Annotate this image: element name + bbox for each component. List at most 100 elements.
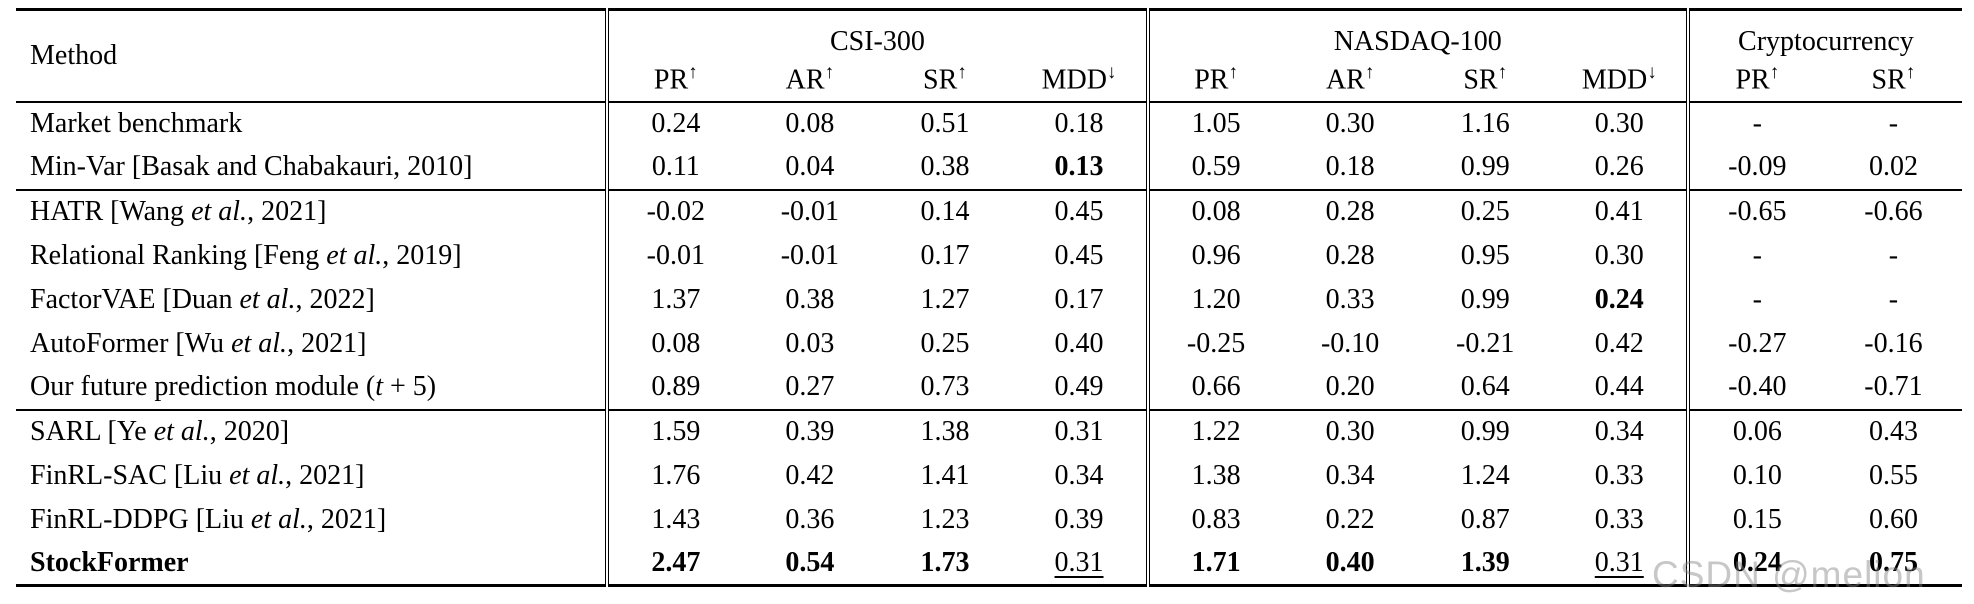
value-cell: - xyxy=(1685,101,1825,146)
value-cell: 0.25 xyxy=(1417,188,1553,234)
table-row: FinRL-DDPG [Liu et al., 2021] 1.43 0.36 1.2… xyxy=(16,497,1962,542)
method-label-italic: et al. xyxy=(239,283,296,315)
method-label: , 2020] xyxy=(209,416,290,447)
method-cell: FinRL-SAC [Liu et al., 2021] xyxy=(16,454,607,498)
method-label: FinRL-DDPG [Liu xyxy=(30,503,251,535)
value-cell: 0.30 xyxy=(1594,108,1644,139)
col-header-nasdaq100-ar: AR↑ xyxy=(1325,62,1375,96)
value-cell: 0.33 xyxy=(1594,459,1644,491)
value-cell: 0.42 xyxy=(785,459,835,491)
method-label: SARL [Ye xyxy=(30,416,154,447)
value-cell: 0.08 xyxy=(1145,188,1283,234)
value-cell: 1.38 xyxy=(1145,453,1283,498)
method-label: , 2021] xyxy=(247,196,327,227)
table-header: Method CSI-300 NASDAQ-100 Cryptocurrency… xyxy=(16,9,1962,102)
value-cell: 0.25 xyxy=(920,327,970,359)
value-cell: 2.47 xyxy=(605,541,743,586)
table-row: AutoFormer [Wu et al., 2021] 0.08 0.03 0.25… xyxy=(16,321,1962,366)
up-arrow-icon: ↑ xyxy=(1364,62,1375,84)
value-cell: 0.24 xyxy=(1594,283,1644,315)
value-cell: 0.18 xyxy=(1325,151,1375,182)
value-cell: 0.28 xyxy=(1325,239,1375,271)
value-cell: -0.01 xyxy=(742,188,878,234)
method-cell: SARL [Ye et al., 2020] xyxy=(16,408,608,454)
col-header-csi300-sr: SR↑ xyxy=(923,62,967,96)
value-cell: 0.38 xyxy=(920,151,970,182)
value-cell: 1.41 xyxy=(920,459,970,491)
value-cell: -0.71 xyxy=(1864,371,1923,402)
value-cell: 0.43 xyxy=(1824,408,1962,454)
method-label: StockFormer xyxy=(30,546,189,578)
value-cell: 1.59 xyxy=(605,408,743,454)
value-cell: 0.99 xyxy=(1417,408,1553,454)
method-label: Min-Var [Basak and Chabakauri, 2010] xyxy=(30,151,473,182)
col-header-cryptocurrency-pr: PR↑ xyxy=(1685,57,1825,102)
method-cell: AutoFormer [Wu et al., 2021] xyxy=(16,322,607,366)
method-label-italic: et al. xyxy=(231,327,288,359)
col-header-nasdaq100-pr: PR↑ xyxy=(1145,57,1283,102)
col-header-nasdaq100-mdd: MDD↓ xyxy=(1581,62,1657,96)
table-body: Market benchmark 0.24 0.08 0.51 0.18 1.05 0.30… xyxy=(16,101,1962,586)
table-row: Market benchmark 0.24 0.08 0.51 0.18 1.05 0.30… xyxy=(16,101,1962,146)
value-cell: 1.73 xyxy=(920,546,970,578)
value-cell: 0.18 xyxy=(1054,108,1104,139)
paper-table-page: Method CSI-300 NASDAQ-100 Cryptocurrency… xyxy=(0,8,1974,604)
up-arrow-icon: ↑ xyxy=(688,62,698,84)
value-cell: 0.38 xyxy=(785,283,835,315)
value-cell: 0.59 xyxy=(1145,145,1283,190)
value-cell: 0.41 xyxy=(1552,188,1688,234)
value-cell: 0.39 xyxy=(1054,503,1104,535)
value-cell: 0.42 xyxy=(1594,327,1644,359)
method-label: AutoFormer [Wu xyxy=(30,327,232,359)
value-cell: 0.40 xyxy=(1054,327,1104,359)
value-cell: 0.03 xyxy=(785,327,835,359)
value-cell: -0.25 xyxy=(1145,321,1283,366)
value-cell: 1.16 xyxy=(1460,108,1510,139)
value-cell: 0.11 xyxy=(605,145,743,190)
value-cell: 0.60 xyxy=(1868,503,1918,535)
col-header-cryptocurrency-sr: SR↑ xyxy=(1871,62,1916,96)
method-label: FinRL-SAC [Liu xyxy=(30,459,230,491)
value-cell: 0.51 xyxy=(920,108,970,139)
value-cell: 1.76 xyxy=(605,453,743,498)
table-row: FinRL-SAC [Liu et al., 2021] 1.76 0.42 1.41… xyxy=(16,453,1962,498)
value-cell: 0.10 xyxy=(1685,453,1825,498)
value-cell: 0.99 xyxy=(1460,151,1510,182)
value-cell: 1.43 xyxy=(605,497,743,542)
table-row: StockFormer 2.47 0.54 1.73 0.31 1.71 0.40 1.39 0… xyxy=(16,541,1962,586)
value-cell: 1.22 xyxy=(1145,408,1283,454)
value-cell: -0.21 xyxy=(1456,327,1515,359)
value-cell: 0.73 xyxy=(920,371,970,402)
method-cell: Our future prediction module (t + 5) xyxy=(16,366,607,410)
col-header-csi300-ar: AR↑ xyxy=(785,62,835,96)
value-cell: -0.10 xyxy=(1320,327,1380,359)
value-cell: 0.89 xyxy=(605,365,743,410)
method-label: , 2021] xyxy=(285,459,365,491)
method-label: , 2019] xyxy=(382,239,462,271)
method-cell: Min-Var [Basak and Chabakauri, 2010] xyxy=(16,146,607,190)
value-cell: 0.95 xyxy=(1460,239,1510,271)
method-label: HATR [Wang xyxy=(30,196,192,227)
value-cell: 0.14 xyxy=(877,188,1013,234)
value-cell: 0.13 xyxy=(1054,151,1104,182)
value-cell: 0.66 xyxy=(1145,365,1283,410)
up-arrow-icon: ↑ xyxy=(1769,62,1780,84)
value-cell: -0.01 xyxy=(780,239,840,271)
value-cell: 0.30 xyxy=(1325,108,1375,139)
group-header-nasdaq100: NASDAQ-100 xyxy=(1145,9,1688,58)
value-cell: 0.54 xyxy=(785,546,835,578)
method-column-header: Method xyxy=(30,39,118,71)
up-arrow-icon: ↑ xyxy=(1228,62,1238,84)
value-cell: 0.08 xyxy=(785,108,835,139)
value-cell: 1.38 xyxy=(877,408,1013,454)
value-cell: - xyxy=(1888,108,1899,139)
method-cell: Relational Ranking [Feng et al., 2019] xyxy=(16,234,607,278)
value-cell: 0.04 xyxy=(785,151,835,182)
value-cell: - xyxy=(1685,233,1825,278)
value-cell: 0.06 xyxy=(1685,408,1825,454)
method-label-italic: et al. xyxy=(326,239,383,271)
value-cell: - xyxy=(1888,239,1899,271)
col-header-csi300-pr: PR↑ xyxy=(605,57,743,102)
value-cell: -0.01 xyxy=(605,233,743,278)
method-label-italic: et al. xyxy=(191,196,248,227)
